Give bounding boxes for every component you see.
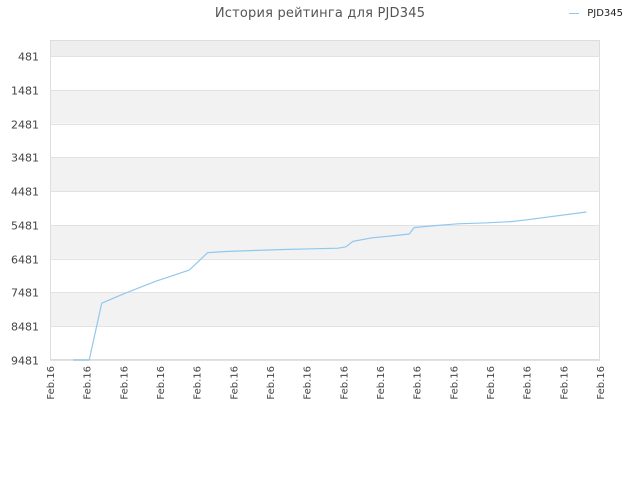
y-axis-labels: 481 1481 2481 3481 4481 5481 6481 7481 8481 9481 xyxy=(11,51,39,368)
series-layer xyxy=(73,211,587,361)
x-tick-label: Feb.16 xyxy=(376,366,387,400)
plot-band xyxy=(50,292,600,327)
x-tick-label: Feb.16 xyxy=(119,366,130,400)
y-tick-label: 7481 xyxy=(11,287,39,300)
x-tick-label: Feb.16 xyxy=(266,366,277,400)
x-tick-label: Feb.16 xyxy=(449,366,460,400)
y-tick-label: 5481 xyxy=(11,220,39,233)
y-tick-label: 8481 xyxy=(11,321,39,334)
x-tick-label: Feb.16 xyxy=(486,366,497,400)
grid-lines xyxy=(50,40,600,361)
x-tick-label: Feb.16 xyxy=(559,366,570,400)
y-tick-label: 3481 xyxy=(11,152,39,165)
plot-border xyxy=(50,40,600,360)
legend[interactable]: PJD345 xyxy=(569,8,623,19)
plot-band xyxy=(50,157,600,192)
x-tick-label: Feb.16 xyxy=(193,366,204,400)
legend-series-label: PJD345 xyxy=(587,8,623,19)
plot-band xyxy=(50,40,600,56)
x-tick-label: Feb.16 xyxy=(596,366,607,400)
plot-bands xyxy=(50,40,600,327)
x-tick-label: Feb.16 xyxy=(303,366,314,400)
x-tick-label: Feb.16 xyxy=(413,366,424,400)
y-tick-label: 4481 xyxy=(11,186,39,199)
x-tick-label: Feb.16 xyxy=(156,366,167,400)
plot-band xyxy=(50,224,600,259)
x-tick-label: Feb.16 xyxy=(229,366,240,400)
y-tick-label: 9481 xyxy=(11,355,39,368)
y-tick-label: 2481 xyxy=(11,119,39,132)
series-line-pjd345 xyxy=(73,211,587,361)
chart-title: История рейтинга для PJD345 xyxy=(214,6,426,21)
x-tick-label: Feb.16 xyxy=(339,366,350,400)
plot-band xyxy=(50,89,600,124)
y-tick-label: 481 xyxy=(18,51,39,64)
legend-line-swatch xyxy=(569,13,580,14)
y-tick-label: 1481 xyxy=(11,85,39,98)
x-axis-labels: Feb.16 Feb.16 Feb.16 Feb.16 Feb.16 Feb.16 Feb.… xyxy=(46,366,607,400)
x-tick-label: Feb.16 xyxy=(83,366,94,400)
x-tick-label: Feb.16 xyxy=(46,366,57,400)
x-tick-label: Feb.16 xyxy=(523,366,534,400)
y-tick-label: 6481 xyxy=(11,254,39,267)
